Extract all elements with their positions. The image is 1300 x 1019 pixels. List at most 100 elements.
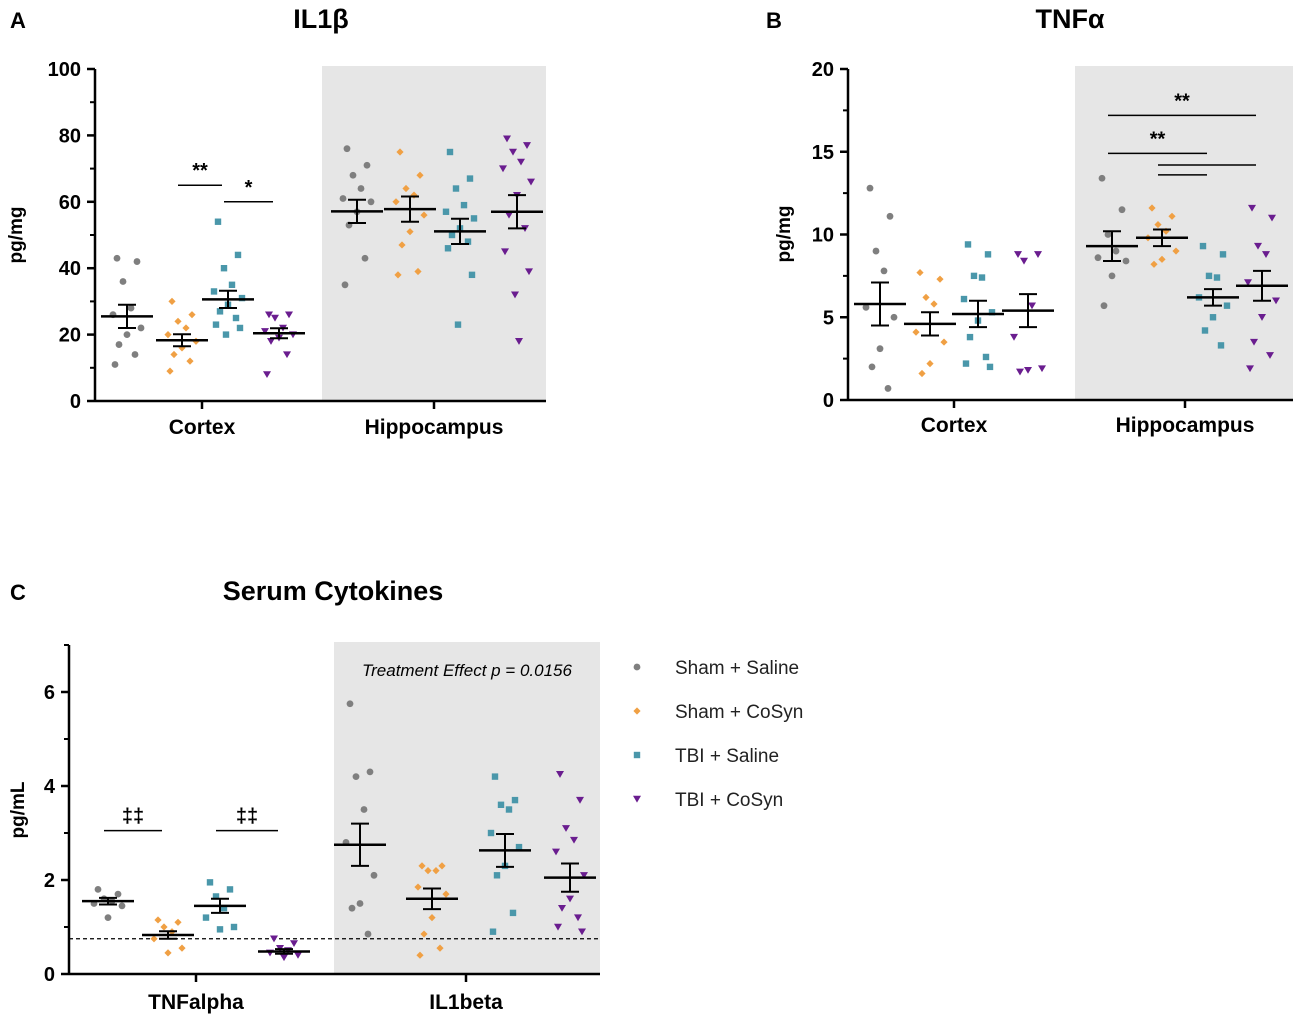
data-point <box>505 211 513 219</box>
data-point <box>1172 247 1180 255</box>
data-point <box>866 184 874 192</box>
data-point <box>558 905 566 912</box>
data-point <box>988 309 996 316</box>
data-point <box>133 258 141 265</box>
data-point <box>270 935 278 943</box>
data-point <box>210 288 218 295</box>
data-point <box>186 357 194 365</box>
data-point <box>416 951 424 959</box>
data-point <box>406 228 414 236</box>
data-point <box>962 360 970 367</box>
data-point <box>468 271 476 279</box>
data-point <box>1244 279 1252 287</box>
data-point <box>1246 365 1254 373</box>
data-point <box>1209 314 1217 321</box>
data-point <box>263 371 271 379</box>
data-point <box>357 185 365 192</box>
data-point <box>127 304 135 312</box>
data-point <box>884 385 892 392</box>
data-point <box>886 212 894 220</box>
data-point <box>1272 297 1280 305</box>
x-tick-label: Cortex <box>921 414 988 437</box>
y-axis-label: pg/mL <box>8 781 29 838</box>
data-point <box>396 148 404 156</box>
data-point <box>499 165 507 173</box>
data-series <box>194 879 246 933</box>
data-point <box>174 918 182 926</box>
data-series <box>544 771 596 936</box>
data-series <box>82 886 134 921</box>
y-tick-label: 10 <box>812 225 834 247</box>
data-point <box>984 251 992 258</box>
data-point <box>222 331 230 338</box>
data-point <box>1098 174 1106 182</box>
y-tick-label: 15 <box>812 142 834 164</box>
data-point <box>926 359 934 368</box>
data-point <box>497 801 505 808</box>
data-point <box>517 158 525 166</box>
legend-item-tbi-cosyn: TBI + CoSyn <box>633 790 783 811</box>
data-point <box>982 353 990 361</box>
x-tick-label: Hippocampus <box>1116 414 1255 437</box>
data-series <box>202 218 254 338</box>
data-point <box>452 185 460 192</box>
data-point <box>267 338 275 345</box>
data-point <box>228 281 236 288</box>
data-point <box>503 135 511 143</box>
data-point <box>363 161 371 169</box>
data-point <box>137 324 145 332</box>
legend: Sham + Saline Sham + CoSyn TBI + Saline … <box>633 658 803 811</box>
data-series <box>406 862 458 959</box>
data-point <box>1024 367 1032 374</box>
data-point <box>436 944 444 952</box>
data-point <box>444 245 452 252</box>
legend-marker-shape <box>633 707 641 715</box>
data-point <box>446 148 454 156</box>
data-point <box>1112 247 1120 255</box>
data-point <box>918 369 926 378</box>
data-point <box>283 351 291 359</box>
shaded-region <box>334 642 600 974</box>
data-point <box>1219 251 1227 258</box>
data-point <box>113 254 121 262</box>
data-series <box>479 773 531 935</box>
data-point <box>346 700 354 708</box>
data-point <box>166 367 174 375</box>
data-point <box>511 796 519 804</box>
data-point <box>442 208 450 215</box>
data-point <box>119 278 127 285</box>
data-point <box>202 914 210 921</box>
data-point <box>1248 204 1256 212</box>
data-point <box>470 215 478 222</box>
data-point <box>114 890 122 898</box>
data-point <box>280 954 288 962</box>
data-point <box>424 867 432 875</box>
data-series <box>854 184 906 392</box>
data-point <box>493 872 501 879</box>
data-point <box>1104 231 1112 238</box>
legend-marker-circle <box>633 663 641 671</box>
data-point <box>491 773 499 780</box>
data-point <box>970 272 978 280</box>
data-series <box>491 135 543 345</box>
data-point <box>212 321 220 328</box>
legend-item-sham-saline: Sham + Saline <box>633 658 799 679</box>
data-point <box>511 291 519 299</box>
data-point <box>1258 314 1266 321</box>
legend-item-sham-cosyn: Sham + CoSyn <box>633 702 803 723</box>
data-point <box>220 905 228 912</box>
data-point <box>164 331 172 339</box>
data-point <box>123 331 131 338</box>
data-point <box>880 267 888 275</box>
y-tick-label: 60 <box>59 192 81 214</box>
data-point <box>868 363 876 371</box>
data-point <box>1250 338 1258 346</box>
data-point <box>238 294 246 302</box>
data-point <box>922 293 930 301</box>
data-point <box>188 311 196 319</box>
legend-marker-diamond <box>633 707 641 715</box>
data-point <box>1034 251 1042 258</box>
y-axis-label: pg/mg <box>774 206 795 263</box>
significance-label: * <box>245 177 253 199</box>
data-point <box>940 338 948 346</box>
